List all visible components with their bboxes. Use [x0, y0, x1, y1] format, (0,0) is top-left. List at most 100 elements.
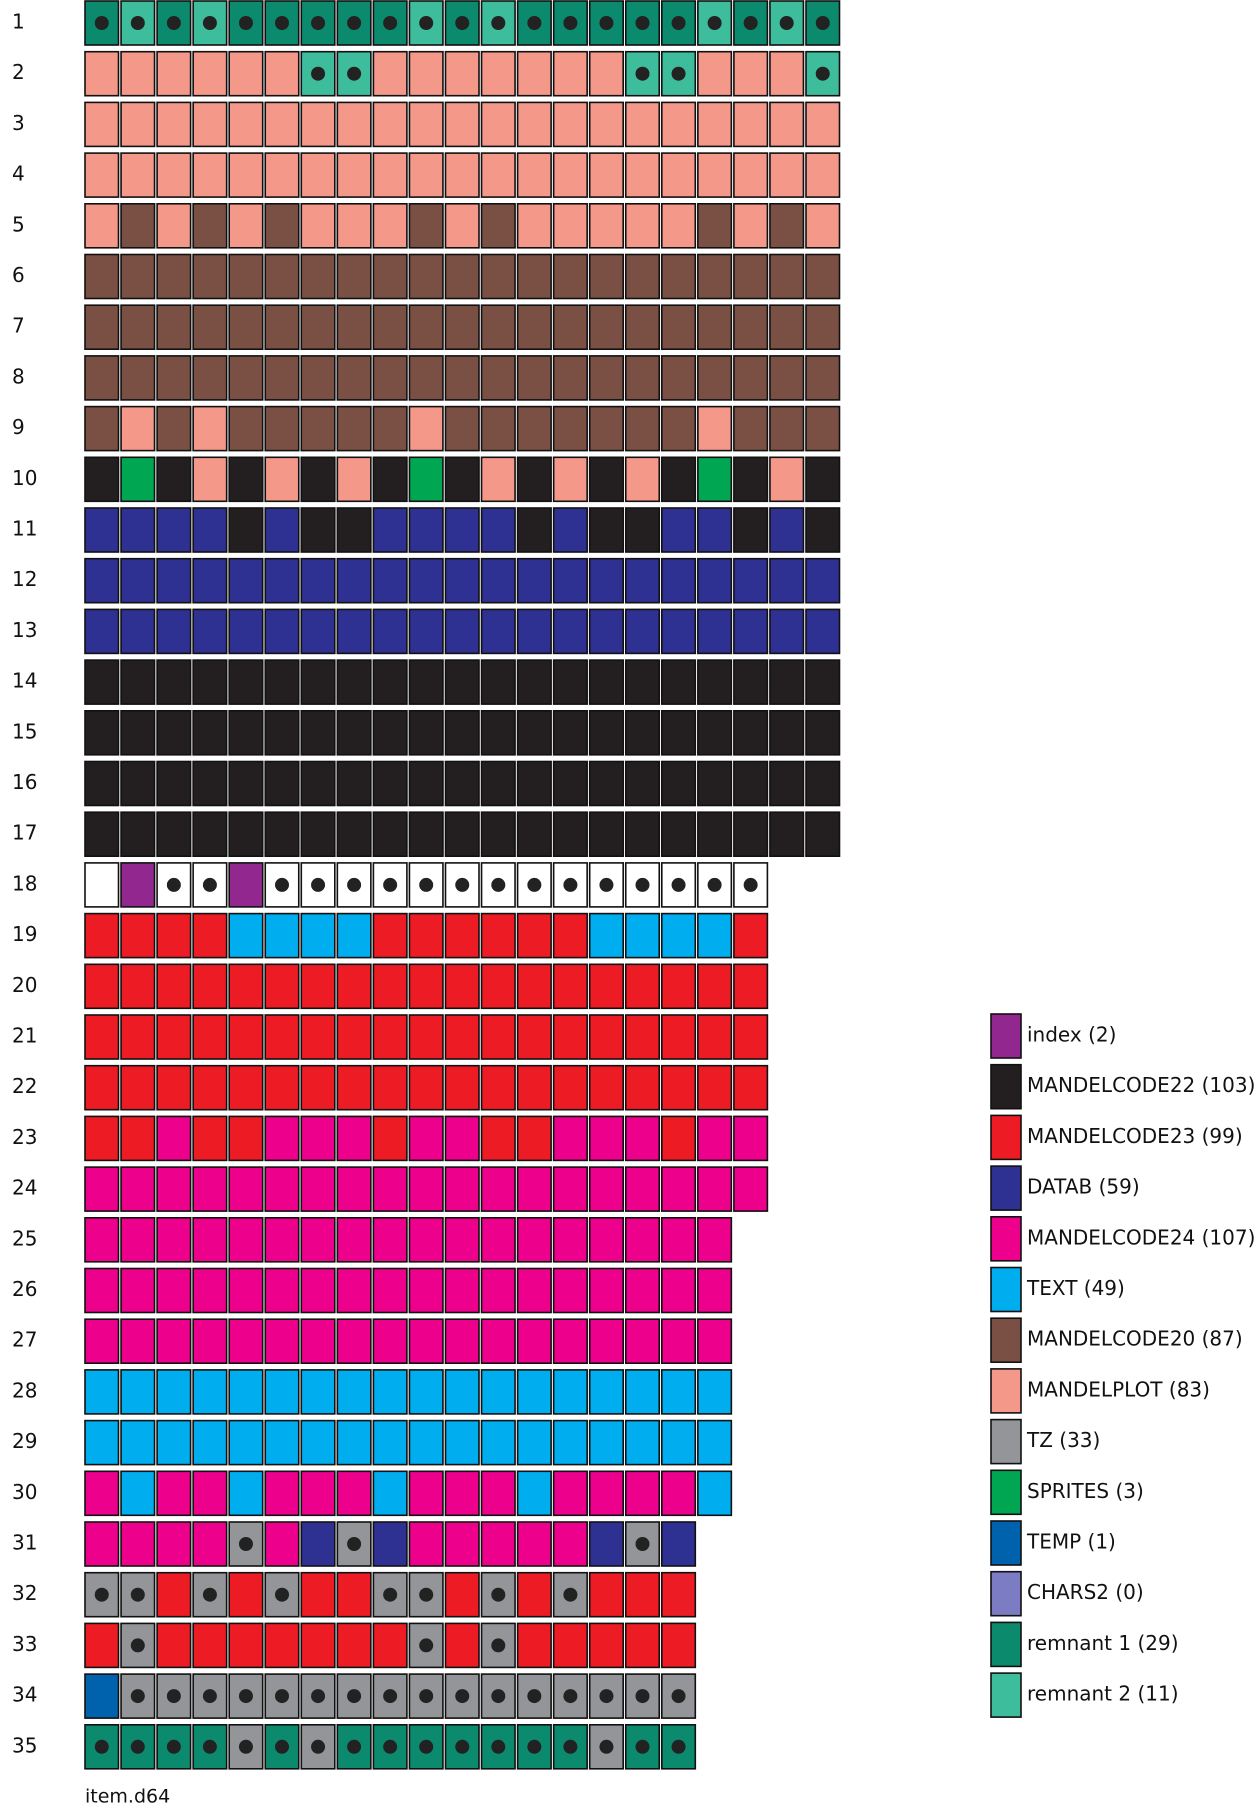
legend-swatch	[990, 1418, 1022, 1465]
sector	[588, 355, 625, 401]
sector	[336, 1217, 372, 1263]
track-label: 6	[12, 263, 25, 287]
sector	[192, 760, 228, 807]
sector	[264, 152, 300, 198]
sector	[480, 405, 516, 452]
sector	[300, 1470, 336, 1517]
track-label: 27	[12, 1328, 37, 1352]
sector	[372, 1470, 408, 1517]
sector	[588, 1622, 625, 1669]
sector	[480, 1064, 516, 1111]
sector	[192, 203, 228, 249]
sector	[624, 355, 661, 401]
sector	[408, 1369, 444, 1415]
sector	[588, 203, 625, 249]
sector	[660, 912, 697, 959]
sector	[120, 1318, 156, 1364]
sector	[372, 963, 408, 1010]
sector-dot	[707, 16, 722, 30]
legend-swatch	[990, 1063, 1022, 1110]
sector-dot	[94, 1739, 109, 1754]
sector	[660, 50, 697, 97]
sector	[480, 1521, 516, 1567]
sector	[156, 253, 192, 300]
sector	[300, 709, 336, 756]
sector-dot	[491, 1638, 506, 1653]
sector	[516, 203, 552, 249]
sector-dot	[347, 1537, 362, 1551]
sector	[228, 1419, 264, 1466]
sector	[408, 1166, 444, 1212]
sector	[660, 1267, 697, 1314]
sector	[444, 1217, 480, 1263]
sector	[156, 608, 192, 655]
sector	[372, 608, 408, 655]
sector	[84, 253, 120, 300]
sector	[336, 1014, 372, 1060]
track-label: 26	[12, 1277, 37, 1301]
track-label: 11	[12, 517, 37, 541]
sector	[228, 659, 264, 705]
sector	[552, 1470, 588, 1517]
sector	[805, 557, 841, 604]
sector	[660, 1470, 697, 1517]
sector	[336, 963, 372, 1010]
sector	[660, 659, 697, 705]
sector	[156, 405, 192, 452]
track-label: 24	[12, 1176, 37, 1200]
sector	[84, 1064, 120, 1111]
legend-swatch	[990, 1368, 1022, 1414]
sector	[372, 507, 408, 553]
sector	[120, 1217, 156, 1263]
sector	[769, 152, 805, 198]
sector	[192, 1318, 228, 1364]
sector	[444, 101, 480, 148]
sector	[444, 963, 480, 1010]
sector	[624, 811, 661, 858]
sector	[336, 101, 372, 148]
sector	[733, 709, 769, 756]
sector-dot	[166, 1689, 181, 1704]
sector	[624, 862, 661, 908]
sector	[192, 1419, 228, 1466]
sector	[120, 1470, 156, 1517]
sector	[372, 659, 408, 705]
sector	[444, 405, 480, 452]
track-label: 10	[12, 466, 37, 490]
sector	[552, 253, 588, 300]
sector	[588, 1166, 625, 1212]
sector	[697, 1115, 733, 1162]
legend-label: remnant 2 (11)	[1027, 1682, 1179, 1706]
track-label: 22	[12, 1074, 37, 1098]
sector	[192, 1470, 228, 1517]
sector-dot	[419, 16, 434, 30]
sector	[372, 1369, 408, 1415]
sector	[697, 355, 733, 401]
sector	[192, 1622, 228, 1669]
sector-dot	[419, 877, 434, 892]
sector	[336, 1622, 372, 1669]
sector	[156, 355, 192, 401]
sector	[408, 1217, 444, 1263]
sector	[120, 811, 156, 858]
sector-dot	[527, 1689, 542, 1704]
sector-dot	[383, 1587, 398, 1602]
sector	[336, 1470, 372, 1517]
sector	[192, 912, 228, 959]
sector	[733, 608, 769, 655]
sector	[300, 1622, 336, 1669]
sector	[120, 760, 156, 807]
sector	[805, 760, 841, 807]
sector	[84, 659, 120, 705]
sector	[480, 355, 516, 401]
sector	[372, 50, 408, 97]
sector	[697, 304, 733, 351]
sector	[408, 1419, 444, 1466]
sector	[84, 1419, 120, 1466]
sector	[588, 1419, 625, 1466]
sector	[624, 1217, 661, 1263]
sector	[264, 1369, 300, 1415]
sector	[660, 405, 697, 452]
sector	[444, 1115, 480, 1162]
sector	[516, 456, 552, 503]
